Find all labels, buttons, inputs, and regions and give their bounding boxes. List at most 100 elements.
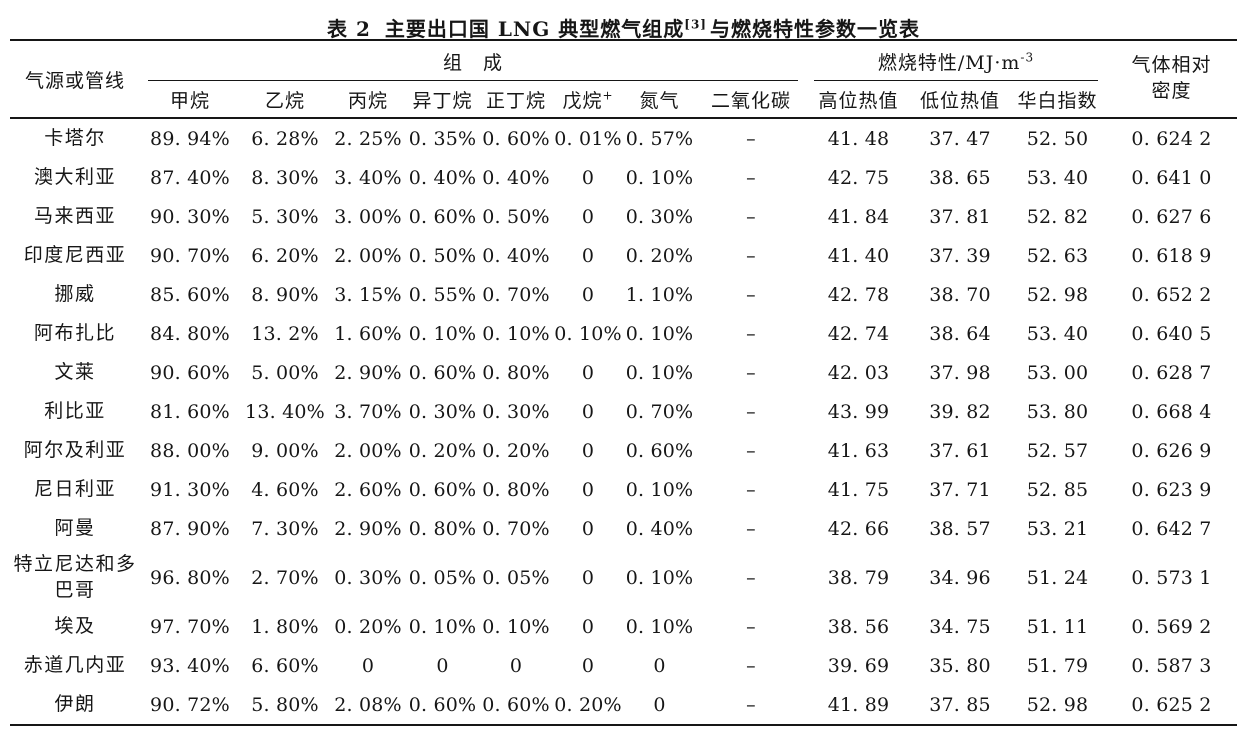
cell-value: 53. 00 bbox=[1026, 361, 1089, 384]
row-name: 阿曼 bbox=[54, 516, 96, 539]
cell-value: 90. 60% bbox=[150, 361, 230, 384]
cell-value: – bbox=[746, 478, 756, 501]
cell-value: 0. 40% bbox=[408, 166, 477, 189]
cell-value: 53. 40 bbox=[1026, 166, 1089, 189]
cell-value: 96. 80% bbox=[150, 566, 230, 589]
row-name: 卡塔尔 bbox=[44, 126, 106, 149]
cell-value: 89. 94% bbox=[150, 127, 230, 150]
cell-value: 41. 89 bbox=[827, 693, 890, 716]
cell-value: 0. 05% bbox=[408, 566, 477, 589]
cell-value: 0. 70% bbox=[482, 283, 550, 306]
cell-value: 8. 90% bbox=[251, 283, 319, 306]
cell-value: 3. 15% bbox=[334, 283, 402, 306]
combustion-group-sup: -3 bbox=[1020, 50, 1035, 65]
cell-value: – bbox=[746, 361, 756, 384]
cell-value: 0 bbox=[653, 654, 666, 677]
table-row: 澳大利亚 87. 40% 8. 30% 3. 40% 0. 40% 0. 40% 0 0. 1… bbox=[10, 158, 1237, 197]
cell-value: 0. 20% bbox=[408, 439, 477, 462]
cell-value: 5. 80% bbox=[251, 693, 319, 716]
table-title-ref: [3] bbox=[684, 17, 707, 32]
cell-value: 0. 50% bbox=[482, 205, 550, 228]
cell-value: 0. 627 6 bbox=[1131, 205, 1212, 228]
cell-value: – bbox=[746, 654, 756, 677]
cell-value: 0. 40% bbox=[625, 517, 694, 540]
cell-value: 0. 10% bbox=[625, 566, 694, 589]
cell-value: 42. 74 bbox=[827, 322, 890, 345]
cell-value: 53. 21 bbox=[1026, 517, 1089, 540]
cell-value: – bbox=[746, 439, 756, 462]
cell-value: 4. 60% bbox=[251, 478, 319, 501]
cell-value: 38. 65 bbox=[929, 166, 991, 189]
cell-value: 39. 82 bbox=[929, 400, 991, 423]
cell-value: 52. 85 bbox=[1026, 478, 1089, 501]
cell-value: 0. 642 7 bbox=[1131, 517, 1212, 540]
cell-value: 53. 80 bbox=[1026, 400, 1089, 423]
cell-value: 3. 00% bbox=[334, 205, 402, 228]
cell-value: 0. 55% bbox=[408, 283, 477, 306]
column-header: 戊烷+ bbox=[553, 81, 623, 119]
table-row: 赤道几内亚 93. 40% 6. 60% 0 0 0 0 0 – 39. 69 35. 80 51. … bbox=[10, 646, 1237, 685]
cell-value: 2. 08% bbox=[334, 693, 402, 716]
cell-value: 6. 60% bbox=[251, 654, 319, 677]
cell-value: 0. 10% bbox=[625, 478, 694, 501]
cell-value: 1. 80% bbox=[251, 615, 319, 638]
cell-value: 37. 39 bbox=[929, 244, 991, 267]
cell-value: 91. 30% bbox=[150, 478, 230, 501]
table-row: 特立尼达和多巴哥 96. 80% 2. 70% 0. 30% 0. 05% 0. 05% 0… bbox=[10, 548, 1237, 607]
cell-value: 0 bbox=[581, 400, 595, 423]
cell-value: 0. 10% bbox=[625, 322, 694, 345]
cell-value: 0. 20% bbox=[554, 693, 622, 716]
cell-value: 41. 63 bbox=[827, 439, 890, 462]
density-label-line1: 气体相对 bbox=[1131, 54, 1212, 77]
cell-value: 51. 79 bbox=[1026, 654, 1089, 677]
column-header: 低位热值 bbox=[911, 81, 1010, 119]
row-name: 阿布扎比 bbox=[33, 321, 116, 344]
cell-value: 37. 47 bbox=[929, 127, 991, 150]
column-header: 丙烷 bbox=[330, 81, 406, 119]
cell-value: 0. 10% bbox=[554, 322, 622, 345]
cell-value: 53. 40 bbox=[1026, 322, 1089, 345]
cell-value: 0 bbox=[436, 654, 449, 677]
combustion-group-label: 燃烧特性/MJ·m bbox=[877, 51, 1021, 74]
cell-value: 0. 57% bbox=[625, 127, 694, 150]
column-header: 高位热值 bbox=[806, 81, 912, 119]
column-header: 氮气 bbox=[623, 81, 696, 119]
table-row: 利比亚 81. 60% 13. 40% 3. 70% 0. 30% 0. 30% 0 0. 7… bbox=[10, 392, 1237, 431]
column-header: 二氧化碳 bbox=[696, 81, 807, 119]
cell-value: 0. 626 9 bbox=[1131, 439, 1212, 462]
cell-value: 0. 10% bbox=[408, 615, 477, 638]
cell-value: 38. 79 bbox=[827, 566, 890, 589]
row-name: 尼日利亚 bbox=[33, 477, 116, 500]
cell-value: 0. 668 4 bbox=[1131, 400, 1212, 423]
table-row: 印度尼西亚 90. 70% 6. 20% 2. 00% 0. 50% 0. 40% 0 0. … bbox=[10, 236, 1237, 275]
cell-value: – bbox=[746, 322, 756, 345]
cell-value: 93. 40% bbox=[150, 654, 230, 677]
cell-value: 6. 20% bbox=[251, 244, 319, 267]
cell-value: 0. 20% bbox=[625, 244, 694, 267]
lng-composition-table: 气源或管线 组 成 燃烧特性/MJ·m-3 气体相对 密度 甲烷 乙烷 丙烷 异丁烷正… bbox=[10, 39, 1238, 727]
table-row: 伊朗 90. 72% 5. 80% 2. 08% 0. 60% 0. 60% 0. 20% 0… bbox=[10, 685, 1237, 724]
row-name: 印度尼西亚 bbox=[23, 243, 127, 266]
cell-value: 0 bbox=[581, 439, 595, 462]
composition-group-label: 组 成 bbox=[443, 51, 504, 74]
cell-value: 0. 30% bbox=[408, 400, 477, 423]
cell-value: 0 bbox=[581, 478, 595, 501]
row-name: 阿尔及利亚 bbox=[23, 438, 127, 461]
table-header: 气源或管线 组 成 燃烧特性/MJ·m-3 气体相对 密度 甲烷 乙烷 丙烷 异丁烷正… bbox=[10, 41, 1238, 119]
column-header: 乙烷 bbox=[240, 81, 330, 119]
cell-value: 0 bbox=[581, 566, 595, 589]
cell-value: 0. 50% bbox=[408, 244, 477, 267]
cell-value: 41. 48 bbox=[827, 127, 890, 150]
cell-value: 37. 85 bbox=[929, 693, 991, 716]
cell-value: 7. 30% bbox=[251, 517, 319, 540]
cell-value: 52. 50 bbox=[1026, 127, 1089, 150]
cell-value: 0. 60% bbox=[408, 361, 477, 384]
cell-value: 38. 64 bbox=[929, 322, 991, 345]
cell-value: 43. 99 bbox=[827, 400, 890, 423]
table-row: 阿曼 87. 90% 7. 30% 2. 90% 0. 80% 0. 70% 0 0. 40%… bbox=[10, 509, 1237, 548]
cell-value: 0. 10% bbox=[625, 166, 694, 189]
cell-value: 0 bbox=[581, 205, 595, 228]
cell-value: 90. 72% bbox=[150, 693, 230, 716]
cell-value: 2. 60% bbox=[334, 478, 402, 501]
cell-value: 3. 40% bbox=[334, 166, 402, 189]
